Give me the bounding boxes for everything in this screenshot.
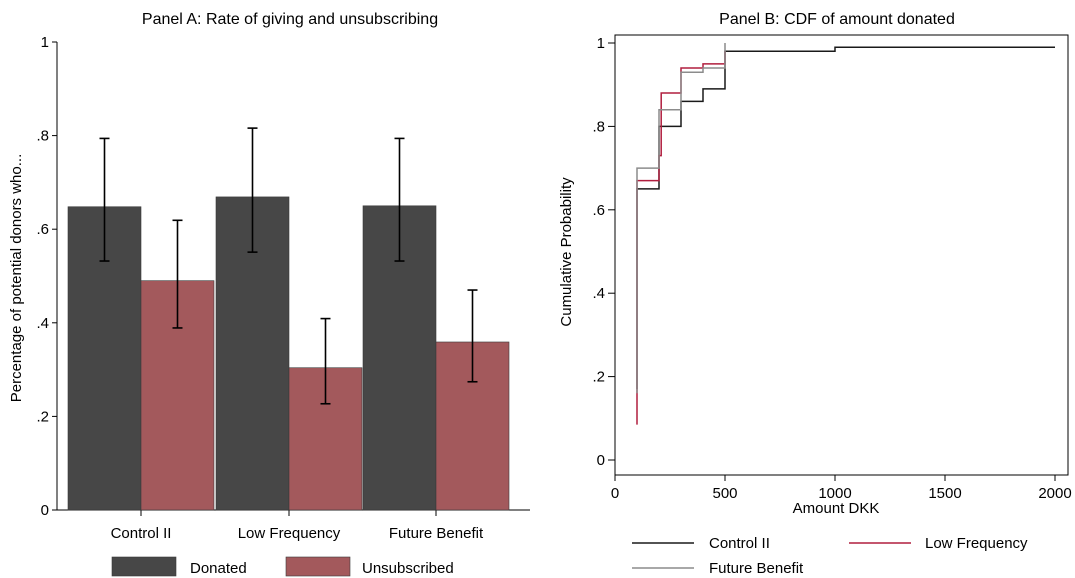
- panel-b-y-tick-label: .6: [592, 202, 605, 219]
- panel-b-y-tick-label: .2: [592, 369, 605, 386]
- panel-b-x-tick-label: 2000: [1038, 485, 1071, 502]
- panel-a-title: Panel A: Rate of giving and unsubscribin…: [142, 11, 438, 28]
- panel-b-x-tick-label: 0: [611, 485, 619, 502]
- legend-swatch-unsubscribed: [285, 556, 351, 577]
- legend-label-unsubscribed: Unsubscribed: [362, 560, 454, 577]
- cdf-line-future-benefit: [636, 43, 726, 394]
- panel-a-y-tick-label: 0: [41, 502, 49, 519]
- legend-label-future-benefit: Future Benefit: [709, 560, 804, 577]
- panel-a-x-tick-label: Control II: [111, 525, 172, 542]
- panel-b-x-axis-label: Amount DKK: [793, 500, 880, 517]
- panel-a-x-tick-label: Low Frequency: [238, 525, 341, 542]
- legend-swatch-donated: [111, 556, 177, 577]
- legend-label-control-ii: Control II: [709, 535, 770, 552]
- panel-b-plot-frame: [614, 34, 1069, 476]
- panel-a-y-tick-label: .6: [36, 221, 49, 238]
- panel-b-axes: 0 .2 .4 .6 .8 1 0 500 1000 1500 2000: [592, 35, 1071, 502]
- panel-b-y-tick-label: .4: [592, 285, 605, 302]
- panel-a-legend: Donated Unsubscribed: [111, 556, 454, 577]
- panel-b-y-tick-label: 0: [597, 452, 605, 469]
- panel-a-x-tick-label: Future Benefit: [389, 525, 484, 542]
- panel-a-axes: 0 .2 .4 .6 .8 1 Control II Low Frequency Future …: [36, 34, 530, 542]
- panel-a-y-tick-label: .2: [36, 408, 49, 425]
- legend-label-donated: Donated: [190, 560, 247, 577]
- panel-b-y-tick-label: 1: [597, 35, 605, 52]
- panel-b-x-tick-label: 1500: [928, 485, 961, 502]
- panel-a-y-axis-label: Percentage of potential donors who...: [8, 154, 25, 403]
- legend-label-low-frequency: Low Frequency: [925, 535, 1028, 552]
- panel-a-bars: [67, 127, 510, 511]
- panel-b-y-axis-label: Cumulative Probability: [558, 177, 575, 327]
- cdf-line-low-frequency: [636, 51, 726, 425]
- panel-a-y-tick-label: 1: [41, 34, 49, 51]
- panel-a-y-tick-label: .8: [36, 128, 49, 145]
- panel-b: Panel B: CDF of amount donated Cumulativ…: [558, 11, 1072, 577]
- panel-b-y-tick-label: .8: [592, 118, 605, 135]
- cdf-line-control-ii: [636, 46, 1055, 390]
- panel-b-x-tick-label: 1000: [818, 485, 851, 502]
- panel-b-x-tick-label: 500: [712, 485, 737, 502]
- panel-a: Panel A: Rate of giving and unsubscribin…: [8, 11, 530, 577]
- panel-b-title: Panel B: CDF of amount donated: [719, 11, 955, 28]
- panel-a-y-tick-label: .4: [36, 315, 49, 332]
- panel-b-lines: [636, 43, 1055, 425]
- panel-b-legend: Control II Low Frequency Future Benefit: [632, 535, 1028, 577]
